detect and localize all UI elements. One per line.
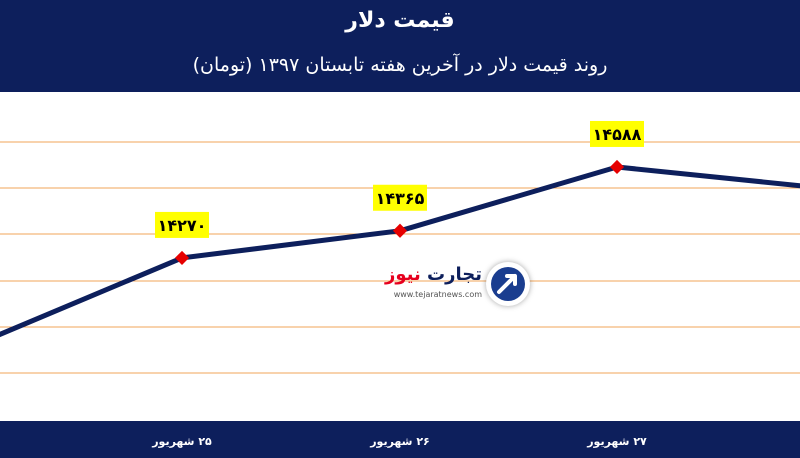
data-label-background (155, 211, 209, 238)
x-tick-label: ۲۵ شهریور (152, 435, 212, 448)
line-chart: ۱۴۲۷۰ ۱۴۳۶۵ ۱۴۵۸۸ (0, 120, 800, 374)
data-label-text: ۱۴۲۷۰ (158, 216, 207, 235)
logo-name: تجارت نیوز (385, 264, 482, 285)
data-label: ۱۴۳۶۵ (373, 184, 427, 211)
tejaratnews-logo: تجارت نیوز www.tejaratnews.com (385, 260, 530, 310)
chart-header: قیمت دلار روند قیمت دلار در آخرین هفته ت… (0, 0, 800, 92)
x-axis-bar: ۲۵ شهریور ۲۶ شهریور ۲۷ شهریور (0, 421, 800, 458)
chart-title: قیمت دلار (345, 8, 455, 33)
chart-subtitle: روند قیمت دلار در آخرین هفته تابستان ۱۳۹… (192, 54, 608, 76)
data-label: ۱۴۲۷۰ (155, 211, 209, 238)
x-tick-label: ۲۷ شهریور (587, 435, 647, 448)
data-label-background (590, 120, 644, 147)
x-tick-label: ۲۶ شهریور (370, 435, 430, 448)
data-label-text: ۱۴۵۸۸ (593, 125, 642, 144)
data-point-marker (392, 223, 408, 238)
data-point-marker (174, 250, 190, 266)
logo-arrow-icon (486, 262, 530, 306)
data-point-marker (609, 159, 625, 175)
data-label-background (373, 184, 427, 211)
logo-name-part2: نیوز (385, 264, 421, 285)
data-label: ۱۴۵۸۸ (590, 120, 644, 147)
logo-url: www.tejaratnews.com (393, 290, 482, 299)
logo-name-part1: تجارت (427, 264, 482, 285)
data-label-text: ۱۴۳۶۵ (376, 189, 425, 208)
